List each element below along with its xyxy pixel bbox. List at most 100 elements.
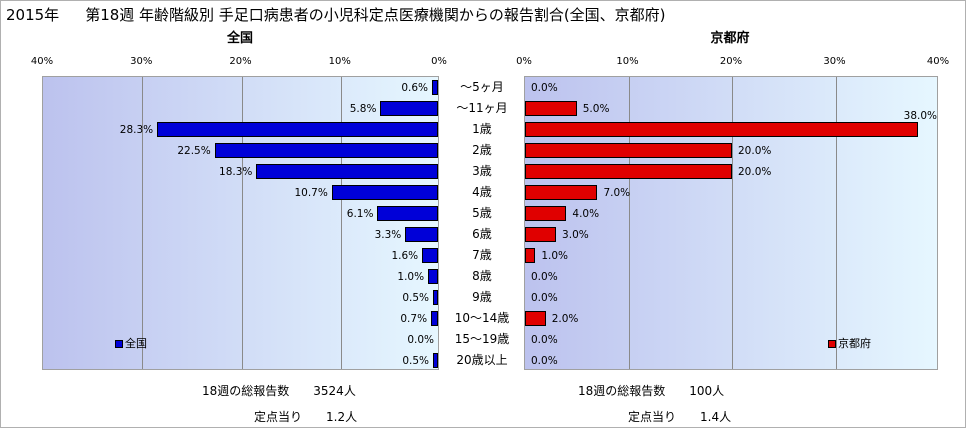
gridline-kyoto <box>732 77 733 369</box>
bar-kyoto <box>525 206 567 221</box>
data-label-kyoto: 0.0% <box>531 271 558 283</box>
data-label-kyoto: 4.0% <box>572 208 600 220</box>
gridline-national <box>241 77 243 369</box>
category-label: 7歳 <box>472 247 492 262</box>
bar-kyoto <box>525 164 732 179</box>
kyoto-total-label: 18週の総報告数 <box>578 384 666 398</box>
title-year: 2015年 <box>6 6 60 24</box>
kyoto-total: 18週の総報告数 100人 <box>578 382 724 399</box>
gridline-national <box>142 77 144 369</box>
category-label: 4歳 <box>472 184 492 199</box>
data-label-kyoto: 20.0% <box>738 166 772 178</box>
x-tick-label-kyoto: 10% <box>616 56 639 67</box>
category-label: 15～19歳 <box>454 331 510 346</box>
bar-kyoto <box>525 101 577 116</box>
category-label: 5歳 <box>472 205 492 220</box>
data-label-kyoto: 20.0% <box>738 145 772 157</box>
data-label-national: 1.6% <box>391 250 419 262</box>
category-label: 20歳以上 <box>456 352 508 367</box>
data-label-national: 0.5% <box>402 292 430 304</box>
gridline-kyoto <box>628 77 630 369</box>
data-label-kyoto: 1.0% <box>541 250 569 262</box>
data-label-national: 0.0% <box>407 334 434 346</box>
data-label-national: 0.7% <box>400 313 428 325</box>
x-tick-label-national: 20% <box>229 56 252 67</box>
panel-title-national: 全国 <box>226 31 253 46</box>
legend-swatch-national <box>115 340 123 348</box>
national-per-site: 定点当り 1.2人 <box>254 408 357 425</box>
legend-label-national: 全国 <box>125 337 147 350</box>
data-label-national: 3.3% <box>374 229 402 241</box>
data-label-national: 28.3% <box>119 124 154 136</box>
data-label-national: 0.6% <box>401 82 429 94</box>
x-tick-label-national: 40% <box>30 56 54 67</box>
gridline-national <box>340 77 342 369</box>
legend-national: 全国 <box>115 335 147 351</box>
chart-title: 2015年 第18週 年齢階級別 手足口病患者の小児科定点医療機関からの報告割合(… <box>6 4 666 25</box>
title-text: 第18週 年齢階級別 手足口病患者の小児科定点医療機関からの報告割合(全国、京都… <box>85 6 666 24</box>
data-label-national: 0.5% <box>402 355 430 367</box>
bar-kyoto <box>525 122 919 137</box>
data-label-national: 22.5% <box>177 145 211 157</box>
bar-national <box>157 122 438 137</box>
plot-area-kyoto: 0.0% 5.0% 38.0% 20.0% 20.0% 7.0% 4.0% 3.0% 1.0% 0… <box>524 76 938 370</box>
category-label: 8歳 <box>472 268 492 283</box>
data-label-national: 18.3% <box>219 166 253 178</box>
bar-kyoto <box>525 227 557 242</box>
category-label: ～11ヶ月 <box>456 100 508 115</box>
x-tick-label-kyoto: 30% <box>823 56 846 67</box>
bar-national <box>428 269 438 284</box>
data-label-kyoto: 7.0% <box>603 187 631 199</box>
bar-national <box>422 248 438 263</box>
gridline-kyoto <box>835 77 837 369</box>
bar-kyoto <box>525 143 732 158</box>
data-label-kyoto: 5.0% <box>582 103 610 115</box>
bar-kyoto <box>525 185 598 200</box>
bar-national <box>431 311 438 326</box>
legend-label-kyoto: 京都府 <box>838 337 871 350</box>
bar-national <box>256 164 438 179</box>
national-per-label: 定点当り <box>254 410 303 424</box>
category-label: 6歳 <box>472 226 492 241</box>
data-label-kyoto: 0.0% <box>531 334 558 346</box>
bar-national <box>405 227 438 242</box>
bar-national <box>214 143 438 158</box>
legend-swatch-kyoto <box>828 340 836 348</box>
data-label-kyoto: 3.0% <box>562 229 589 241</box>
data-label-kyoto: 0.0% <box>531 82 558 94</box>
bar-kyoto <box>525 311 546 326</box>
national-total: 18週の総報告数 3524人 <box>202 382 356 399</box>
legend-kyoto: 京都府 <box>828 335 871 351</box>
bar-national <box>433 290 438 305</box>
national-total-value: 3524人 <box>313 384 356 398</box>
x-tick-label-kyoto: 0% <box>516 56 532 67</box>
bar-national <box>380 101 438 116</box>
category-label: 3歳 <box>472 163 492 178</box>
x-tick-label-national: 30% <box>130 56 153 67</box>
bar-national <box>433 353 438 368</box>
kyoto-per-label: 定点当り <box>628 410 677 424</box>
panel-title-kyoto: 京都府 <box>710 31 750 46</box>
data-label-national: 6.1% <box>346 208 374 220</box>
plot-area-national: 0.6% 5.8% 28.3% 22.5% 18.3% 10.7% 6.1% 3.3% 1.6%… <box>42 76 439 370</box>
category-label: 2歳 <box>472 142 492 157</box>
bar-national <box>377 206 438 221</box>
x-tick-label-national: 0% <box>431 56 447 67</box>
data-label-kyoto: 0.0% <box>531 355 558 367</box>
kyoto-per-site: 定点当り 1.4人 <box>628 408 731 425</box>
category-label: 10～14歳 <box>454 310 510 325</box>
national-total-label: 18週の総報告数 <box>202 384 290 398</box>
data-label-national: 5.8% <box>349 103 377 115</box>
national-per-value: 1.2人 <box>326 410 358 424</box>
kyoto-per-value: 1.4人 <box>700 410 732 424</box>
x-tick-label-kyoto: 20% <box>719 56 743 67</box>
x-tick-label-kyoto: 40% <box>926 56 950 67</box>
bar-kyoto <box>525 248 536 263</box>
kyoto-total-value: 100人 <box>689 384 725 398</box>
bar-national <box>331 185 438 200</box>
data-label-national: 10.7% <box>294 187 328 199</box>
bar-national <box>432 80 438 95</box>
category-label: ～5ヶ月 <box>460 79 504 94</box>
data-label-national: 1.0% <box>397 271 425 283</box>
